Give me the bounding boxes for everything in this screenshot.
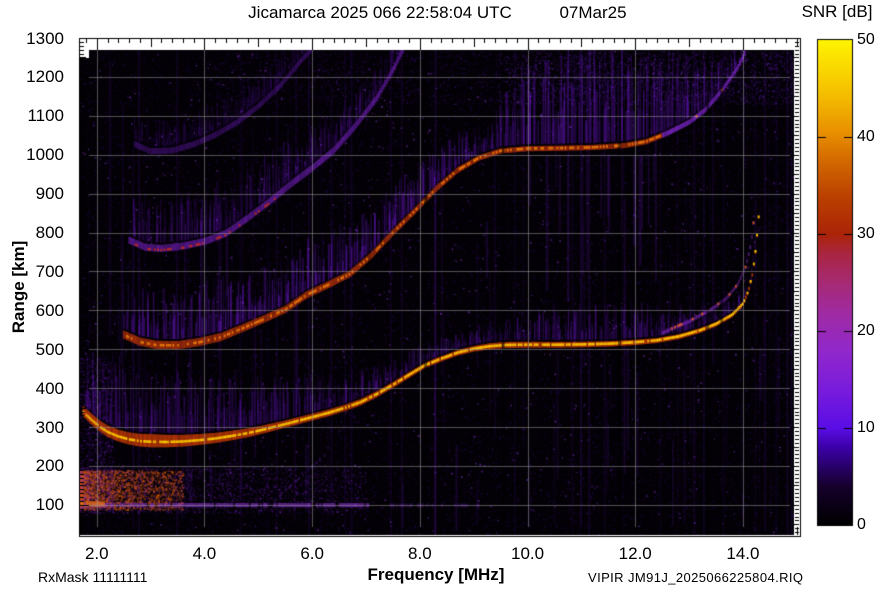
y-tick-label: 200 bbox=[35, 456, 64, 476]
file-id: VIPIR JM91J_2025066225804.RIQ bbox=[588, 570, 804, 585]
plot-title: Jicamarca 2025 066 22:58:04 UTC bbox=[248, 3, 512, 22]
x-tick-label: 6.0 bbox=[300, 544, 324, 563]
y-tick-label: 100 bbox=[35, 495, 64, 515]
colorbar-tick-label: 0 bbox=[857, 515, 866, 533]
x-tick-label: 12.0 bbox=[618, 544, 652, 563]
colorbar-tick-label: 40 bbox=[857, 127, 875, 145]
rx-mask-status: RxMask 11111111 bbox=[38, 569, 148, 585]
y-tick-label: 300 bbox=[35, 417, 64, 437]
y-axis-label: Range [km] bbox=[9, 240, 28, 334]
colorbar-tick-label: 10 bbox=[857, 418, 875, 436]
x-tick-label: 2.0 bbox=[84, 544, 109, 563]
x-tick-label: 4.0 bbox=[192, 544, 217, 563]
y-tick-label: 700 bbox=[35, 261, 64, 281]
x-tick-label: 10.0 bbox=[510, 544, 545, 563]
y-tick-label: 1300 bbox=[26, 28, 64, 48]
y-tick-label: 1200 bbox=[26, 67, 64, 87]
colorbar-tick-label: 50 bbox=[857, 30, 875, 48]
y-tick-label: 500 bbox=[35, 339, 64, 359]
y-tick-label: 800 bbox=[35, 223, 64, 243]
y-tick-label: 900 bbox=[35, 184, 64, 204]
x-axis-label: Frequency [MHz] bbox=[367, 565, 505, 584]
y-tick-label: 400 bbox=[35, 378, 64, 398]
colorbar-title: SNR [dB] bbox=[801, 2, 873, 21]
plot-date: 07Mar25 bbox=[559, 3, 627, 22]
colorbar-tick-label: 20 bbox=[857, 321, 875, 339]
y-tick-label: 1000 bbox=[26, 145, 64, 165]
colorbar-tick-label: 30 bbox=[857, 224, 875, 242]
y-tick-label: 600 bbox=[35, 300, 64, 320]
x-tick-label: 14.0 bbox=[726, 544, 760, 563]
x-tick-label: 8.0 bbox=[408, 544, 432, 563]
y-tick-label: 1100 bbox=[27, 106, 64, 126]
